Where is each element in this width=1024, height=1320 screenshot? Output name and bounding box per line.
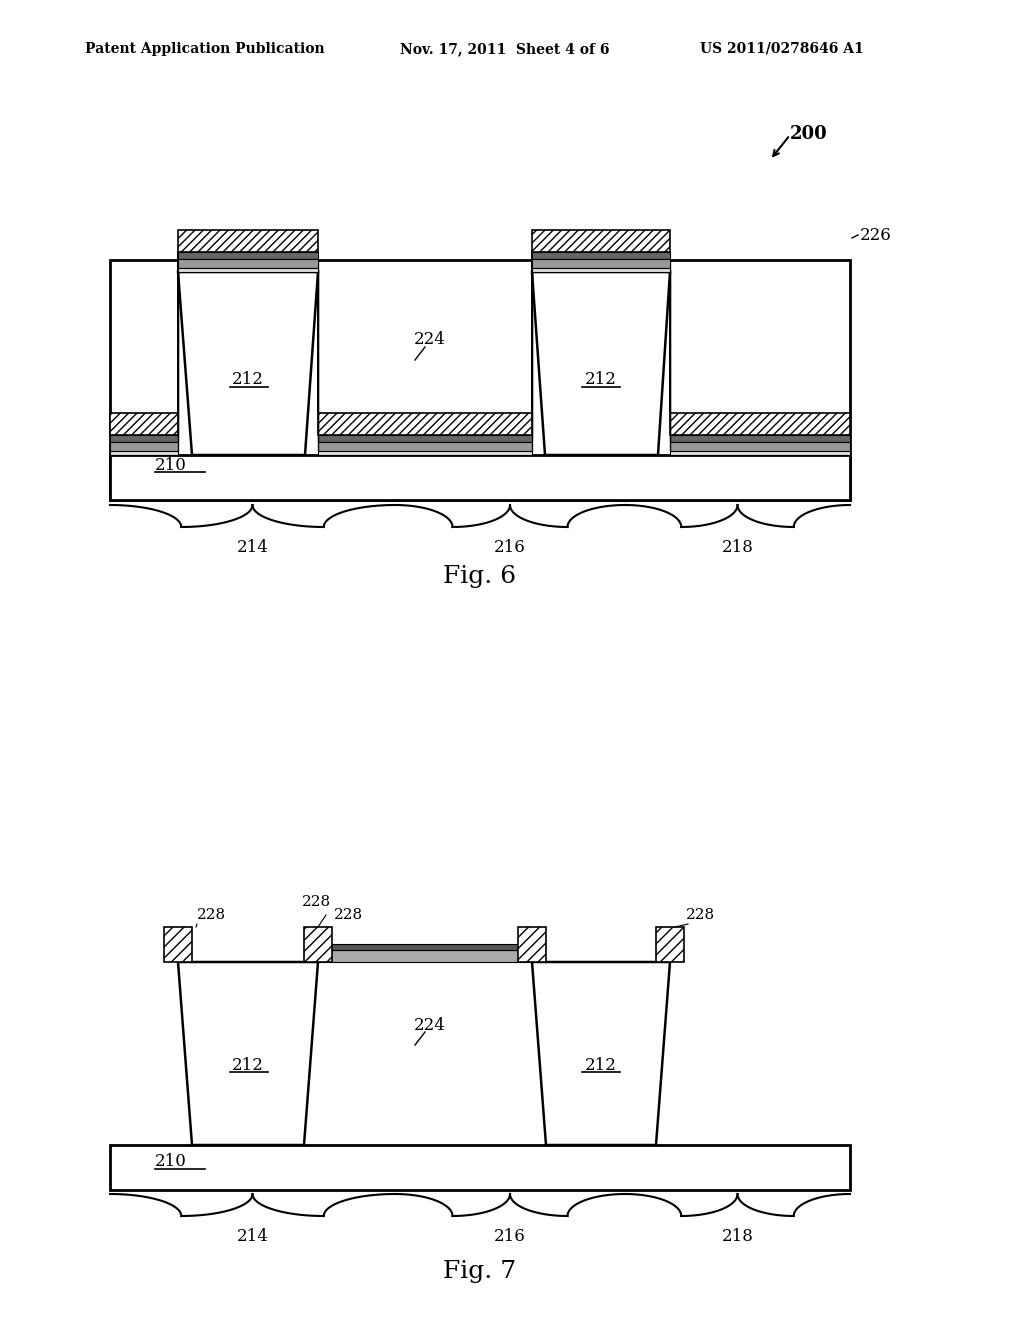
Bar — [318, 950, 532, 962]
Text: 212: 212 — [585, 371, 616, 388]
Bar — [518, 927, 546, 962]
Text: 228: 228 — [197, 908, 226, 921]
Text: 214: 214 — [237, 1228, 268, 1245]
Bar — [110, 1144, 850, 1191]
Text: 214: 214 — [237, 539, 268, 556]
Text: 210: 210 — [155, 1154, 186, 1171]
Text: 210: 210 — [155, 457, 186, 474]
Bar — [318, 944, 532, 950]
Polygon shape — [532, 272, 670, 455]
Text: 228: 228 — [334, 908, 364, 921]
Text: 212: 212 — [232, 1056, 264, 1073]
Text: 226: 226 — [860, 227, 892, 243]
Text: 228: 228 — [302, 895, 331, 909]
Polygon shape — [110, 252, 850, 442]
Polygon shape — [178, 272, 318, 455]
Bar — [164, 927, 193, 962]
Text: 224: 224 — [414, 331, 445, 348]
Text: 216: 216 — [495, 539, 526, 556]
Polygon shape — [532, 962, 670, 1144]
Text: 216: 216 — [495, 1228, 526, 1245]
Text: 200: 200 — [790, 125, 827, 143]
Polygon shape — [110, 268, 850, 455]
Text: 212: 212 — [232, 371, 264, 388]
Bar — [656, 927, 684, 962]
Text: Fig. 7: Fig. 7 — [443, 1261, 516, 1283]
Text: 212: 212 — [585, 1056, 616, 1073]
Text: 218: 218 — [722, 1228, 754, 1245]
Text: Patent Application Publication: Patent Application Publication — [85, 42, 325, 55]
Bar — [304, 927, 332, 962]
Polygon shape — [178, 962, 318, 1144]
Bar — [110, 455, 850, 500]
Polygon shape — [110, 259, 850, 451]
Text: 224: 224 — [414, 1016, 445, 1034]
Text: 218: 218 — [722, 539, 754, 556]
Text: Fig. 6: Fig. 6 — [443, 565, 516, 587]
Polygon shape — [110, 230, 850, 436]
Text: 228: 228 — [686, 908, 715, 921]
Text: Nov. 17, 2011  Sheet 4 of 6: Nov. 17, 2011 Sheet 4 of 6 — [400, 42, 609, 55]
Text: US 2011/0278646 A1: US 2011/0278646 A1 — [700, 42, 864, 55]
Bar — [110, 260, 850, 500]
